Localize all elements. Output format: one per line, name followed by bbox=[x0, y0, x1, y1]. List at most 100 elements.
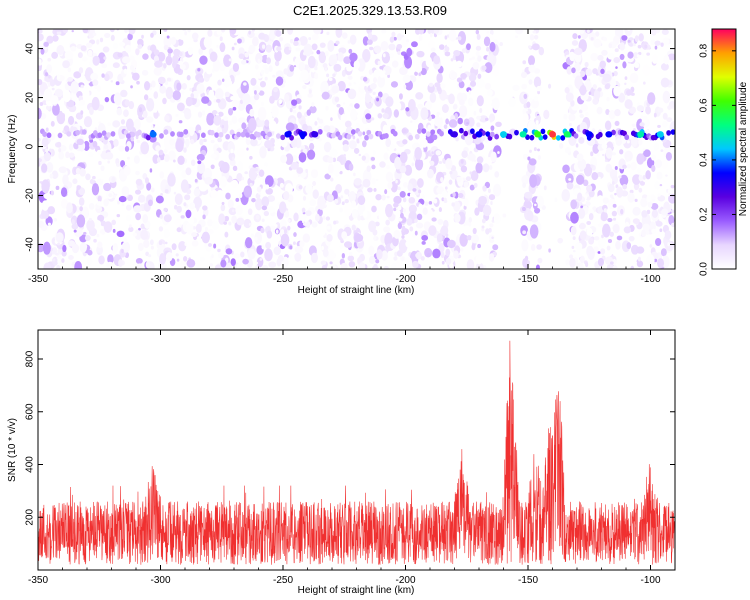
spectrogram-cell bbox=[600, 211, 608, 222]
spectrogram-band-cell bbox=[236, 131, 242, 138]
spectrogram-cell bbox=[533, 34, 539, 40]
spectrogram-cell bbox=[311, 221, 318, 228]
spectrogram-cell bbox=[634, 35, 639, 42]
spectrogram-cell bbox=[457, 31, 467, 45]
spectrogram-cell bbox=[616, 235, 623, 241]
spectrogram-cell bbox=[54, 88, 64, 98]
spectrogram-cell bbox=[400, 212, 404, 219]
spectrogram-cell bbox=[389, 53, 395, 58]
spectrogram-cell bbox=[604, 102, 608, 108]
spectrogram-cell bbox=[371, 164, 376, 170]
spectrogram-cell bbox=[411, 162, 415, 167]
spectrogram-cell bbox=[646, 254, 655, 267]
spectrogram-cell bbox=[284, 153, 294, 165]
spectrogram-cell bbox=[320, 260, 327, 266]
spectrogram-cell bbox=[460, 64, 468, 71]
spectrogram-cell bbox=[651, 209, 658, 218]
spectrogram-cell bbox=[277, 254, 284, 262]
spectrogram-cell bbox=[527, 55, 536, 66]
spectrogram-hot-spot bbox=[500, 131, 507, 138]
spectrogram-cell bbox=[271, 105, 279, 118]
spectrogram-cell bbox=[485, 109, 490, 115]
spectrogram-cell bbox=[310, 169, 319, 179]
spectrogram-cell bbox=[71, 223, 79, 230]
spectrogram-cell bbox=[137, 38, 144, 46]
spectrogram-cell bbox=[272, 83, 276, 86]
spectrogram-cell bbox=[325, 105, 329, 111]
spectrogram-cell bbox=[339, 170, 343, 175]
spectrogram-cell bbox=[362, 36, 369, 46]
spectrogram-cell bbox=[237, 100, 246, 111]
spectrogram-cell bbox=[243, 82, 247, 86]
spectrogram-cell bbox=[629, 189, 634, 194]
spectrogram-cell bbox=[475, 254, 483, 265]
spectrogram-cell bbox=[651, 228, 657, 234]
spectrogram-cell bbox=[47, 206, 56, 215]
spectrogram-cell bbox=[385, 96, 394, 108]
spectrogram-cell bbox=[153, 49, 160, 56]
spectrogram-cell bbox=[328, 163, 334, 174]
spectrogram-cell bbox=[112, 62, 120, 69]
spectrogram-cell bbox=[645, 230, 650, 235]
spectrogram-cell bbox=[373, 77, 378, 84]
spectrogram-cell bbox=[287, 225, 291, 231]
spectrogram-cell bbox=[445, 233, 449, 238]
spectrogram-cell bbox=[668, 214, 675, 226]
spectrogram-cell bbox=[143, 94, 149, 101]
spectrogram-cell bbox=[566, 66, 573, 75]
spectrogram-cell bbox=[625, 157, 630, 162]
spectrogram-cell bbox=[201, 110, 206, 116]
spectrogram-cell bbox=[489, 41, 496, 52]
spectrogram-cell bbox=[127, 33, 133, 41]
spectrogram-cell bbox=[353, 177, 362, 186]
spectrogram-cell bbox=[645, 106, 651, 115]
spectrogram-cell bbox=[41, 137, 49, 148]
spectrogram-cell bbox=[647, 200, 653, 208]
spectrogram-cell bbox=[238, 117, 246, 124]
spectrogram-cell bbox=[358, 82, 365, 89]
spectrogram-cell bbox=[570, 226, 577, 236]
spectrogram-cell bbox=[460, 159, 464, 164]
spectrogram-cell bbox=[259, 80, 266, 88]
spectrogram-cell bbox=[431, 151, 434, 155]
spectrogram-cell bbox=[466, 259, 475, 269]
spectrogram-cell bbox=[342, 102, 346, 105]
spectrogram-band-cell bbox=[75, 129, 81, 136]
spectrogram-cell bbox=[280, 233, 290, 247]
spectrogram-cell bbox=[335, 29, 343, 38]
spectrogram-cell bbox=[657, 124, 661, 128]
snr-x-axis-label: Height of straight line (km) bbox=[298, 585, 415, 596]
spectrogram-cell bbox=[74, 260, 83, 269]
spectrogram-cell bbox=[316, 117, 320, 121]
spectrogram-cell bbox=[319, 42, 326, 48]
spectrogram-band-cell bbox=[425, 131, 431, 137]
spectrogram-cell bbox=[159, 171, 165, 179]
spectrogram-cell bbox=[266, 57, 271, 65]
spectrogram-cell bbox=[118, 259, 123, 268]
spectrogram-cell bbox=[340, 113, 347, 123]
spectrogram-cell bbox=[662, 255, 670, 269]
spectrogram-cell bbox=[100, 178, 104, 182]
spectrogram-cell bbox=[279, 182, 284, 188]
spectrogram-cell bbox=[653, 258, 658, 263]
spectrogram-cell bbox=[403, 84, 407, 89]
spectrogram-cell bbox=[315, 213, 320, 222]
spectrogram-cell bbox=[176, 102, 185, 112]
spectrogram-cell bbox=[299, 35, 308, 46]
spectrogram-cell bbox=[228, 58, 233, 62]
spectrogram-band-cell bbox=[573, 133, 579, 139]
spectrogram-cell bbox=[326, 31, 330, 36]
spectrogram-cell bbox=[165, 86, 174, 100]
spectrogram-cell bbox=[220, 259, 227, 268]
spectrogram-cell bbox=[571, 67, 576, 74]
spectrogram-cell bbox=[455, 60, 463, 68]
spectrogram-cell bbox=[348, 140, 357, 150]
spectrogram-cell bbox=[65, 151, 70, 159]
spectrogram-cell bbox=[84, 89, 90, 98]
spectrogram-cell bbox=[448, 179, 453, 185]
spectrogram-cell bbox=[531, 43, 540, 51]
spectrogram-cell bbox=[299, 240, 305, 248]
spectrogram-cell bbox=[341, 231, 348, 240]
spectrogram-cell bbox=[565, 259, 570, 266]
spectrogram-cell bbox=[110, 34, 115, 41]
